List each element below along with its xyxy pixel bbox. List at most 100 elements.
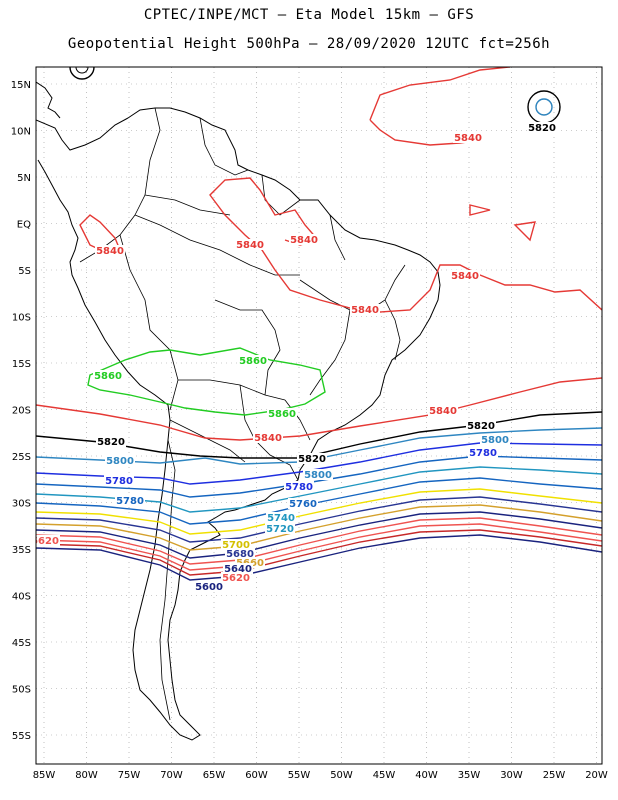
south-america-outline — [36, 107, 441, 741]
coastline — [36, 67, 553, 741]
contour-label: 5820 — [528, 123, 556, 134]
contour-label-bg — [350, 304, 380, 315]
contour-label: 5820 — [298, 454, 326, 465]
contour-labels: 5820 5840 5840 5840 5840 5840 5840 5860 5860 5860… — [31, 122, 557, 593]
lon-tick-label: 50W — [330, 770, 353, 781]
latitude-labels: 15N 10N 5N EQ 5S 10S 15S 20S 25S 30S 35S 40S 45S 50S 5… — [11, 80, 31, 742]
lon-tick-label: 75W — [118, 770, 141, 781]
lon-tick-label: 35W — [458, 770, 481, 781]
map-frame — [35, 66, 603, 765]
longitude-labels: 85W 80W 75W 70W 65W 60W 55W 50W 45W 40W 35W 30W 25W 2… — [33, 770, 608, 781]
contour-label: 5840 — [290, 235, 318, 246]
contour-lines — [36, 67, 602, 581]
contour-label: 5860 — [268, 409, 296, 420]
contour-label-bg — [104, 475, 134, 486]
contour-label: 5840 — [451, 271, 479, 282]
contour-5820-closed-north — [69, 67, 95, 80]
contour-label-bg — [235, 557, 265, 568]
contour-label: 5760 — [289, 499, 317, 510]
contour-5560 — [36, 534, 602, 581]
contour-5640 — [36, 511, 602, 559]
contour-label: 5860 — [94, 371, 122, 382]
contour-label-bg — [115, 495, 145, 506]
contour-label-bg — [453, 132, 483, 143]
contour-label-bg — [223, 563, 253, 574]
contour-label: 5840 — [96, 246, 124, 257]
lat-tick-label: 40S — [12, 592, 31, 603]
contour-label-bg — [36, 535, 60, 546]
lat-tick-label: 10S — [12, 313, 31, 324]
contour-label-bg — [93, 370, 123, 381]
lat-tick-label: 35S — [12, 545, 31, 556]
contour-label-bg — [96, 436, 126, 447]
contour-5600 — [36, 523, 602, 571]
contour-label: 5840 — [454, 133, 482, 144]
lat-tick-label: 5S — [18, 266, 31, 277]
contour-label: 5780 — [116, 496, 144, 507]
contour-label-bg — [225, 548, 255, 559]
contour-5860 — [87, 347, 326, 416]
central-america-outline — [36, 81, 61, 119]
lat-tick-label: 5N — [17, 173, 31, 184]
contour-label-bg — [468, 447, 498, 458]
contour-label: 5840 — [236, 240, 264, 251]
contour-5700 — [36, 488, 602, 535]
contour-5680 — [36, 496, 602, 543]
lon-tick-label: 25W — [543, 770, 566, 781]
contour-label-bg — [297, 453, 327, 464]
contour-label: 5860 — [239, 356, 267, 367]
lon-tick-label: 65W — [203, 770, 226, 781]
lon-tick-label: 55W — [288, 770, 311, 781]
contour-label: 5720 — [266, 524, 294, 535]
contour-label-bg — [95, 245, 125, 256]
lat-tick-label: 30S — [12, 499, 31, 510]
contour-label-bg — [238, 355, 268, 366]
contour-label-bg — [466, 420, 496, 431]
lon-tick-label: 70W — [160, 770, 183, 781]
contour-5840 — [36, 67, 602, 441]
country-borders — [79, 107, 406, 721]
contour-5820-closed — [527, 90, 561, 124]
contour-label-bg — [221, 572, 251, 583]
lat-tick-label: 10N — [11, 127, 31, 138]
contour-label: 5700 — [222, 540, 250, 551]
contour-label: 5780 — [469, 448, 497, 459]
lat-tick-label: 15N — [11, 80, 31, 91]
contour-label-bg — [303, 469, 333, 480]
lon-tick-label: 60W — [245, 770, 268, 781]
lat-tick-label: 25S — [12, 452, 31, 463]
contour-label-bg — [289, 234, 319, 245]
contour-5580 — [36, 529, 602, 576]
contour-label: 5640 — [224, 564, 252, 575]
contour-label-bg — [265, 523, 295, 534]
contour-label-bg — [253, 432, 283, 443]
title-line-2: Geopotential Height 500hPa – 28/09/2020 … — [67, 36, 551, 52]
lat-tick-label: 15S — [12, 359, 31, 370]
contour-label: 5800 — [304, 470, 332, 481]
contour-label-bg — [450, 270, 480, 281]
lon-tick-label: 20W — [585, 770, 608, 781]
contour-label: 5840 — [351, 305, 379, 316]
contour-label: 5680 — [226, 549, 254, 560]
lon-tick-label: 30W — [500, 770, 523, 781]
contour-label-bg — [288, 498, 318, 509]
contour-label: 5840 — [254, 433, 282, 444]
contour-label: 5800 — [106, 456, 134, 467]
lon-tick-label: 80W — [75, 770, 98, 781]
lat-tick-label: 45S — [12, 638, 31, 649]
contour-label: 5600 — [195, 582, 223, 593]
title-line-1: CPTEC/INPE/MCT – Eta Model 15km – GFS — [143, 7, 475, 23]
lat-tick-label: 20S — [12, 406, 31, 417]
contour-label-bg — [284, 481, 314, 492]
contour-label: 5740 — [267, 513, 295, 524]
contour-5800-closed — [535, 98, 553, 116]
contour-label: 5620 — [31, 536, 59, 547]
contour-label-bg — [235, 239, 265, 250]
contour-5820 — [36, 411, 602, 459]
contour-label-bg — [480, 434, 510, 445]
lon-tick-label: 40W — [415, 770, 438, 781]
lon-tick-label: 85W — [33, 770, 56, 781]
contour-label: 5620 — [222, 573, 250, 584]
lon-tick-label: 45W — [373, 770, 396, 781]
